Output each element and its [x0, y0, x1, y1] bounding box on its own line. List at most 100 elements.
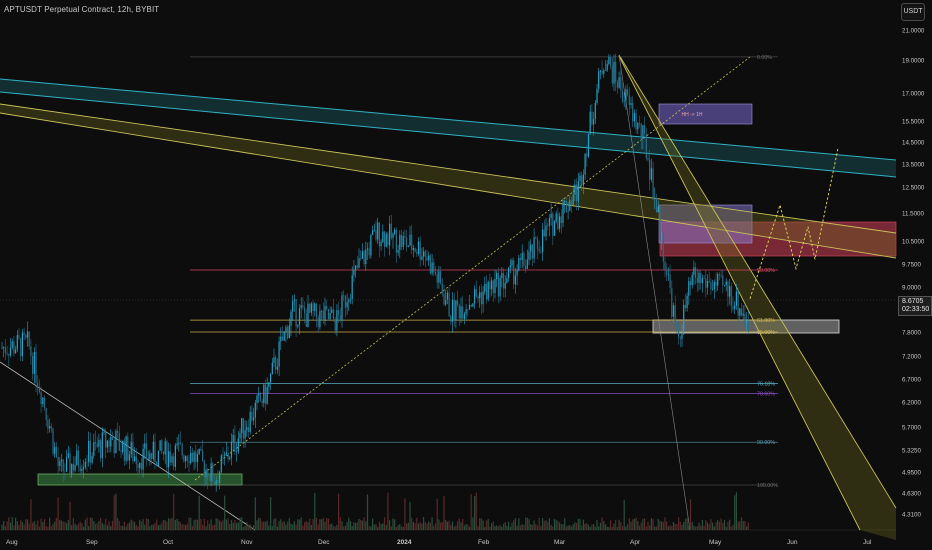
candle-body: [280, 336, 282, 342]
volume-bar: [438, 519, 440, 530]
volume-bar: [695, 526, 697, 530]
candle-body: [723, 285, 726, 286]
candle-body: [434, 271, 437, 275]
candle-body: [426, 256, 428, 261]
volume-bar: [67, 520, 69, 530]
candle-body: [732, 306, 734, 309]
candle-body: [230, 442, 233, 458]
volume-bar: [360, 519, 362, 530]
volume-bar: [737, 521, 739, 530]
volume-bar: [395, 527, 397, 530]
volume-bar: [475, 492, 477, 530]
volume-bar: [672, 522, 675, 530]
volume-bar: [514, 518, 516, 530]
candle-body: [627, 89, 629, 96]
volume-bar: [445, 520, 447, 530]
candle-body: [536, 238, 539, 249]
candle-body: [734, 305, 736, 309]
volume-bar: [689, 499, 692, 530]
currency-button[interactable]: USDT: [901, 3, 925, 21]
cyan-channel-top[interactable]: [0, 78, 897, 161]
yellow-channel-bottom[interactable]: [0, 112, 897, 259]
candle-body: [678, 329, 680, 338]
candle-body: [601, 70, 603, 74]
candle-body: [193, 452, 195, 462]
volume-bar: [242, 526, 244, 530]
volume-bar: [157, 525, 159, 530]
candle-body: [531, 244, 533, 259]
volume-bar: [727, 521, 729, 530]
candle-body: [220, 455, 222, 472]
candle-body: [742, 313, 744, 316]
candle-body: [623, 101, 625, 102]
dotted-uptrend[interactable]: [194, 56, 751, 481]
chart-title: APTUSDT Perpetual Contract, 12h, BYBIT: [4, 5, 160, 14]
volume-bar: [280, 519, 282, 530]
candle-body: [683, 304, 685, 335]
volume-bar: [468, 526, 471, 530]
volume-bar: [4, 526, 6, 530]
gray-zone[interactable]: [652, 319, 840, 334]
volume-bar: [264, 521, 267, 530]
candle-body: [339, 315, 341, 320]
candle-body: [271, 362, 273, 374]
cyan-channel-bottom[interactable]: [0, 91, 897, 178]
candle-body: [66, 457, 68, 472]
volume-bar: [321, 519, 323, 530]
candle-body: [103, 432, 105, 433]
volume-bar: [247, 524, 250, 530]
steep-line[interactable]: [618, 54, 691, 531]
volume-bar: [538, 518, 540, 530]
wedge-top[interactable]: [618, 54, 897, 509]
yellow-channel-top[interactable]: [0, 103, 897, 234]
candle-body: [718, 274, 720, 276]
candle-body: [348, 299, 350, 303]
candle-body: [290, 311, 292, 326]
candle-body: [298, 308, 301, 325]
volume-bar: [259, 518, 261, 530]
candle-body: [559, 216, 561, 229]
candle-body: [361, 251, 363, 259]
candle-body: [351, 275, 353, 299]
candle-body: [474, 289, 476, 304]
candle-body: [603, 70, 605, 74]
purple-zone-mid[interactable]: [658, 204, 753, 244]
volume-bar: [222, 520, 224, 530]
volume-bar: [542, 518, 544, 530]
volume-bar: [198, 495, 200, 530]
volume-bar: [458, 518, 460, 530]
candle-body: [205, 469, 207, 478]
wedge-bottom[interactable]: [618, 55, 861, 531]
volume-bar: [640, 522, 642, 530]
volume-bar: [275, 518, 277, 530]
y-tick-label: 17.0000: [902, 91, 925, 98]
volume-bar: [59, 520, 61, 530]
volume-bar: [310, 524, 312, 530]
purple-zone-top[interactable]: [658, 103, 753, 125]
volume-bar: [608, 526, 610, 530]
green-zone[interactable]: [37, 473, 243, 486]
candle-body: [212, 463, 214, 482]
candle-body: [468, 305, 471, 310]
volume-bar: [419, 522, 421, 530]
candle-body: [181, 444, 183, 456]
candle-body: [543, 229, 545, 237]
volume-bar: [300, 517, 302, 530]
candle-body: [372, 230, 374, 235]
candle-body: [210, 463, 212, 481]
candle-body: [45, 407, 47, 420]
volume-bar: [28, 523, 30, 530]
candle-body: [190, 453, 192, 464]
candle-body: [417, 241, 420, 254]
candle-body: [654, 198, 656, 199]
volume-bar: [37, 520, 39, 530]
candle-body: [618, 77, 620, 88]
candle-body: [480, 292, 482, 305]
candle-body: [479, 292, 481, 299]
volume-bar: [555, 519, 557, 530]
volume-bar: [249, 524, 251, 530]
candle-body: [604, 70, 607, 71]
candle-body: [564, 200, 566, 203]
candle-body: [113, 440, 115, 454]
